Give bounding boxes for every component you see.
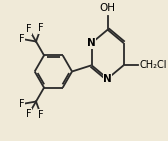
Text: F: F <box>19 34 25 44</box>
Text: F: F <box>38 110 44 120</box>
Text: OH: OH <box>100 3 116 13</box>
Text: N: N <box>103 74 112 84</box>
Text: F: F <box>19 99 25 109</box>
Text: CH₂Cl: CH₂Cl <box>140 60 167 70</box>
Text: F: F <box>38 23 44 33</box>
Text: F: F <box>26 24 32 34</box>
Text: N: N <box>87 38 96 48</box>
Text: F: F <box>26 109 32 119</box>
